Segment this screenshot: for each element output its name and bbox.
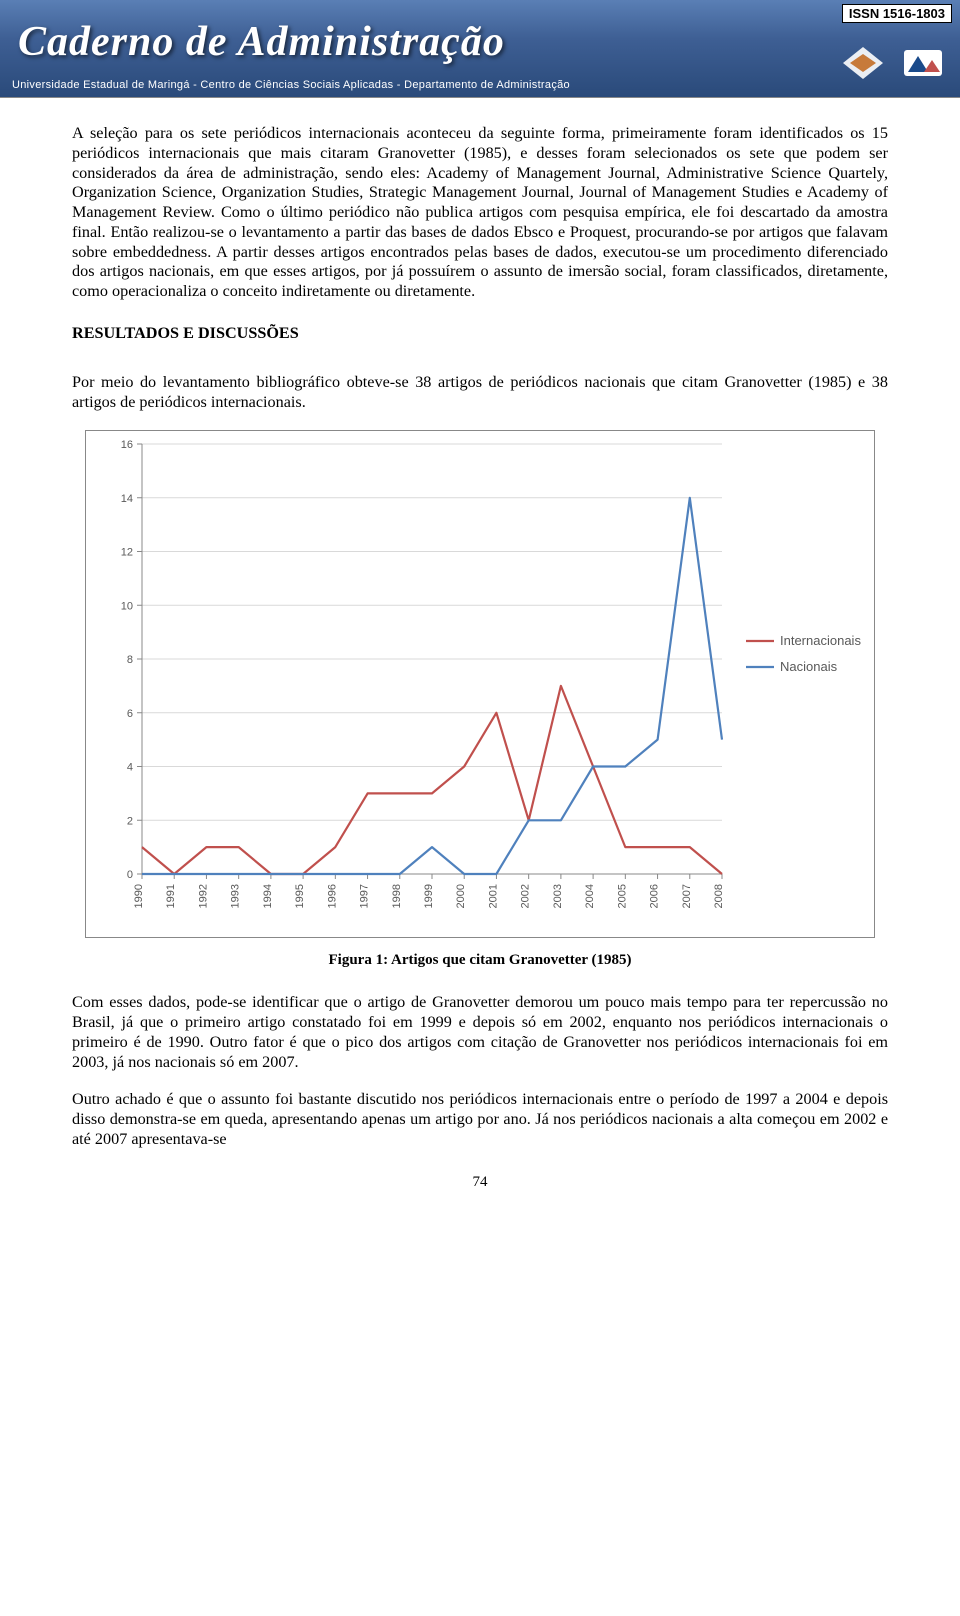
svg-text:1998: 1998 — [391, 884, 403, 908]
svg-text:0: 0 — [127, 869, 133, 881]
figure-1: 0 2 4 6 8 10 12 14 16 1990 1991 1992 1993 1994 1995 199… — [72, 430, 888, 969]
svg-text:1993: 1993 — [230, 884, 242, 908]
svg-text:1990: 1990 — [133, 884, 145, 908]
svg-text:8: 8 — [127, 654, 133, 666]
issn-badge: ISSN 1516-1803 — [842, 4, 952, 23]
svg-text:2003: 2003 — [552, 884, 564, 908]
svg-text:2004: 2004 — [584, 884, 596, 908]
paragraph: Por meio do levantamento bibliográfico o… — [72, 373, 888, 413]
svg-text:1994: 1994 — [262, 884, 274, 908]
svg-text:1999: 1999 — [423, 884, 435, 908]
svg-text:2006: 2006 — [649, 884, 661, 908]
svg-text:10: 10 — [121, 601, 133, 613]
svg-text:1992: 1992 — [197, 884, 209, 908]
svg-text:1996: 1996 — [326, 884, 338, 908]
paragraph: Outro achado é que o assunto foi bastant… — [72, 1090, 888, 1149]
paragraph: Com esses dados, pode-se identificar que… — [72, 993, 888, 1072]
logo-icon — [840, 44, 886, 82]
svg-text:1997: 1997 — [359, 884, 371, 908]
journal-subtitle: Universidade Estadual de Maringá - Centr… — [12, 79, 570, 91]
header-logos — [840, 44, 946, 82]
journal-header-banner: ISSN 1516-1803 Caderno de Administração … — [0, 0, 960, 98]
svg-text:Nacionais: Nacionais — [780, 659, 838, 674]
journal-title: Caderno de Administração — [18, 18, 505, 66]
svg-text:16: 16 — [121, 439, 133, 451]
page-content: A seleção para os sete periódicos intern… — [0, 98, 960, 1211]
svg-text:2: 2 — [127, 816, 133, 828]
svg-text:1991: 1991 — [165, 884, 177, 908]
svg-text:2007: 2007 — [681, 884, 693, 908]
page-number: 74 — [72, 1174, 888, 1191]
svg-text:4: 4 — [127, 762, 133, 774]
svg-text:12: 12 — [121, 547, 133, 559]
svg-text:2000: 2000 — [455, 884, 467, 908]
svg-text:2001: 2001 — [487, 884, 499, 908]
svg-text:2002: 2002 — [520, 884, 532, 908]
svg-text:1995: 1995 — [294, 884, 306, 908]
svg-text:14: 14 — [121, 493, 133, 505]
line-chart: 0 2 4 6 8 10 12 14 16 1990 1991 1992 1993 1994 1995 199… — [85, 430, 875, 938]
svg-text:6: 6 — [127, 708, 133, 720]
section-heading-results: RESULTADOS E DISCUSSÕES — [72, 324, 888, 343]
paragraph: A seleção para os sete periódicos intern… — [72, 124, 888, 302]
svg-text:2008: 2008 — [713, 884, 725, 908]
svg-text:2005: 2005 — [616, 884, 628, 908]
svg-text:Internacionais: Internacionais — [780, 633, 861, 648]
figure-caption: Figura 1: Artigos que citam Granovetter … — [329, 952, 632, 969]
logo-icon — [900, 44, 946, 82]
